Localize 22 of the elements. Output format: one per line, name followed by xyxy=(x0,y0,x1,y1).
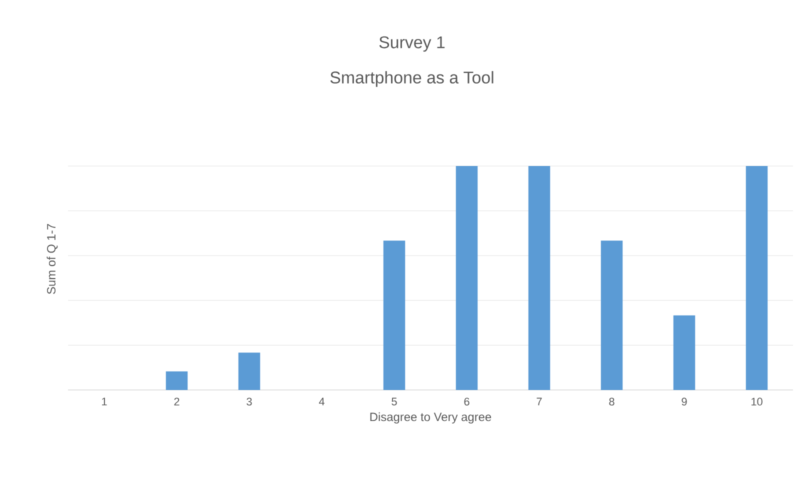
x-tick-label: 2 xyxy=(174,398,180,406)
x-tick-label: 1 xyxy=(102,398,107,406)
x-axis-title: Disagree to Very agree xyxy=(370,412,492,424)
bar xyxy=(238,352,260,390)
bar xyxy=(528,166,550,390)
bar xyxy=(166,371,188,390)
bar xyxy=(456,166,478,390)
x-tick-label: 5 xyxy=(392,398,397,406)
bar xyxy=(673,315,696,390)
x-tick-label: 3 xyxy=(246,398,252,406)
x-tick-label: 10 xyxy=(751,398,762,406)
x-tick-label: 7 xyxy=(536,398,542,406)
x-tick-label: 6 xyxy=(464,398,470,406)
chart-subtitle: Smartphone as a Tool xyxy=(330,71,494,87)
bar xyxy=(746,166,768,390)
chart-title: Survey 1 xyxy=(379,36,445,52)
bar xyxy=(600,240,623,390)
x-tick-label: 9 xyxy=(682,398,687,406)
x-tick-label: 8 xyxy=(609,398,614,406)
bar xyxy=(383,240,406,390)
y-axis-title: Sum of Q 1-7 xyxy=(46,224,58,294)
x-tick-label: 4 xyxy=(318,398,324,406)
